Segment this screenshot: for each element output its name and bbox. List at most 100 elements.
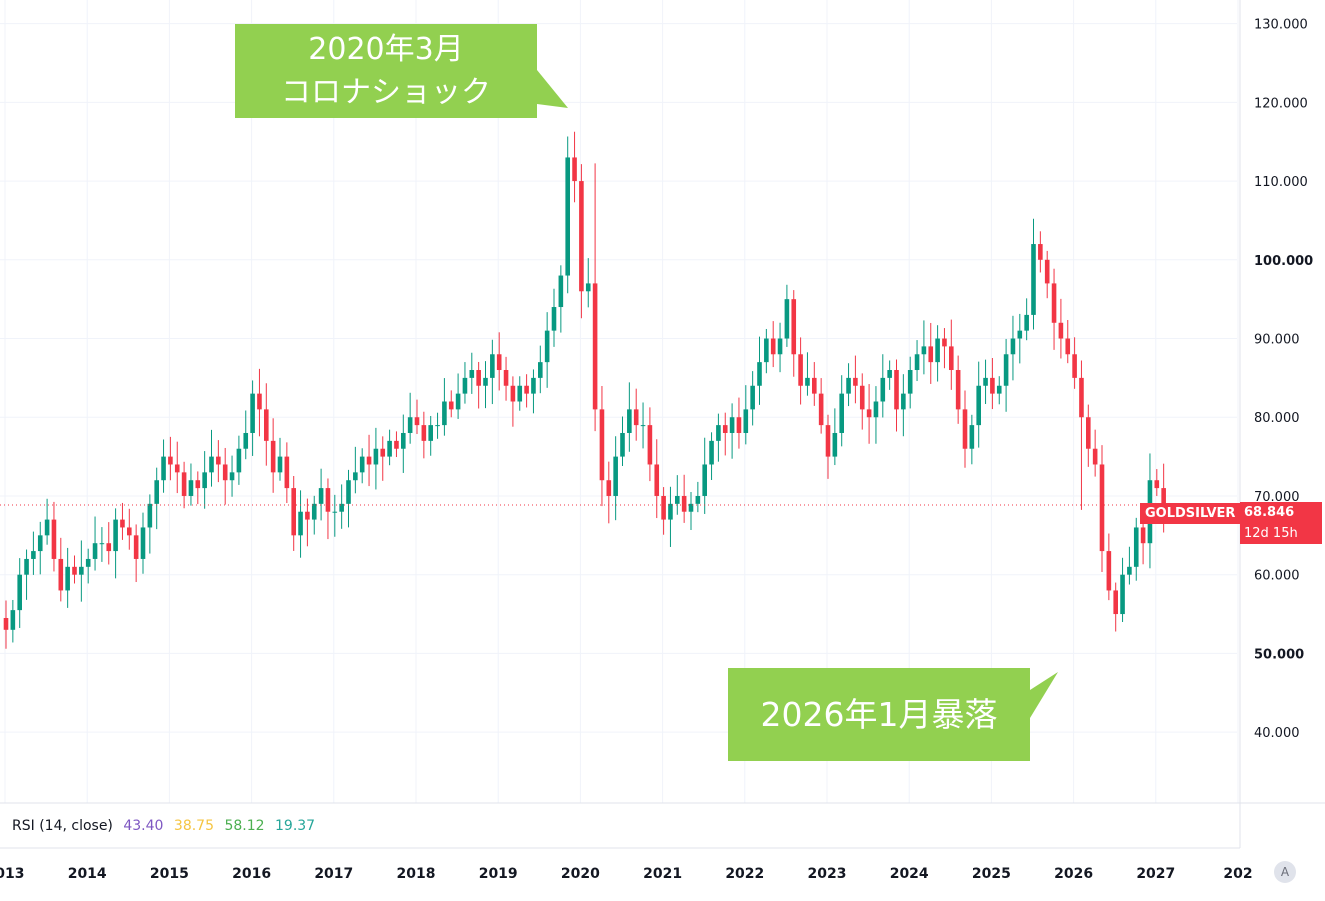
candle-body xyxy=(407,417,413,433)
candle-body xyxy=(1010,338,1016,355)
candle-body xyxy=(305,511,310,520)
candle-body xyxy=(421,425,427,441)
candle-body xyxy=(373,448,379,465)
candle-body xyxy=(462,377,468,394)
last-price-value: 68.846 xyxy=(1244,505,1295,520)
candle-body xyxy=(969,425,975,449)
candle-body xyxy=(318,488,324,504)
candle-body xyxy=(866,409,872,418)
candle-body xyxy=(722,425,728,433)
candle-body xyxy=(1154,480,1160,489)
candle-body xyxy=(1044,259,1050,284)
candle-body xyxy=(675,495,680,504)
candle-body xyxy=(1017,330,1023,339)
candle-body xyxy=(195,480,201,489)
candle-body xyxy=(85,558,91,567)
candle-body xyxy=(942,338,947,347)
x-tick-label: 202 xyxy=(1223,866,1252,882)
candle-body xyxy=(784,299,790,339)
rsi-value-3: 58.12 xyxy=(224,818,265,834)
candle-body xyxy=(928,346,934,363)
candle-body xyxy=(538,362,543,378)
candle-body xyxy=(387,440,392,457)
y-tick-label: 100.000 xyxy=(1254,254,1313,269)
y-tick-label: 130.000 xyxy=(1254,18,1308,33)
candle-body xyxy=(24,558,29,575)
callout-pointer-bottom xyxy=(1030,672,1058,718)
candle-body xyxy=(1106,551,1112,591)
candle-body xyxy=(750,385,755,410)
candle-body xyxy=(359,456,365,473)
candle-body xyxy=(1024,314,1029,331)
x-tick-label: 2024 xyxy=(890,866,929,882)
candle-body xyxy=(1031,244,1036,315)
candle-body xyxy=(709,440,714,465)
candle-body xyxy=(681,495,687,512)
candle-body xyxy=(147,503,153,528)
annotation-2026-crash: 2026年1月暴落 xyxy=(728,668,1030,761)
candle-body xyxy=(983,377,988,386)
candle-body xyxy=(661,495,666,520)
candle-body xyxy=(1099,464,1105,552)
candle-body xyxy=(490,354,495,378)
candle-body xyxy=(1003,354,1009,386)
candle-body xyxy=(339,503,344,512)
candle-body xyxy=(647,425,653,465)
x-tick-label: 2017 xyxy=(314,866,353,882)
y-tick-label: 90.000 xyxy=(1254,333,1300,348)
candle-body xyxy=(558,275,564,308)
candle-body xyxy=(955,370,961,410)
x-tick-label: 2014 xyxy=(68,866,107,882)
y-tick-label: 80.000 xyxy=(1254,411,1300,426)
candle-body xyxy=(935,338,940,363)
candle-body xyxy=(414,417,420,426)
candle-body xyxy=(270,440,276,473)
candle-body xyxy=(777,338,783,355)
candle-body xyxy=(818,393,824,426)
candle-body xyxy=(579,181,584,292)
x-tick-label: 2013 xyxy=(0,866,24,882)
candle-body xyxy=(585,283,591,292)
candle-body xyxy=(812,377,817,394)
candle-body xyxy=(332,511,338,513)
candle-body xyxy=(1140,527,1146,544)
y-tick-label: 70.000 xyxy=(1254,490,1300,505)
callout-pointer-top xyxy=(537,70,568,108)
candle-body xyxy=(37,535,43,552)
candle-body xyxy=(366,456,372,465)
candle-body xyxy=(510,385,516,402)
candle-body xyxy=(606,480,612,496)
candle-body xyxy=(79,566,84,575)
auto-scale-button[interactable]: A xyxy=(1274,861,1296,883)
candle-body xyxy=(565,157,570,276)
candle-body xyxy=(880,377,886,402)
candle-body xyxy=(743,409,749,433)
candle-body xyxy=(996,385,1002,394)
candle-body xyxy=(106,543,112,552)
candle-body xyxy=(798,354,803,386)
x-tick-label: 2026 xyxy=(1054,866,1093,882)
candle-body xyxy=(668,503,673,520)
rsi-legend[interactable]: RSI (14, close) 43.40 38.75 58.12 19.37 xyxy=(12,818,321,834)
candle-body xyxy=(832,432,838,457)
candle-body xyxy=(31,551,36,559)
candle-body xyxy=(976,385,981,426)
x-tick-label: 2027 xyxy=(1136,866,1175,882)
rsi-label: RSI (14, close) xyxy=(12,818,113,834)
candle-body xyxy=(1161,488,1166,506)
candle-body xyxy=(551,307,557,331)
candle-body xyxy=(695,495,701,504)
candle-body xyxy=(531,377,536,394)
candle-body xyxy=(216,456,221,465)
candle-body xyxy=(949,346,954,371)
candle-body xyxy=(791,299,797,355)
y-tick-label: 40.000 xyxy=(1254,726,1300,741)
x-tick-label: 2015 xyxy=(150,866,189,882)
candle-body xyxy=(353,472,358,481)
candle-body xyxy=(92,543,98,559)
candle-body xyxy=(729,417,735,433)
rsi-value-1: 43.40 xyxy=(123,818,164,834)
x-tick-label: 2025 xyxy=(972,866,1011,882)
candle-body xyxy=(825,425,831,457)
